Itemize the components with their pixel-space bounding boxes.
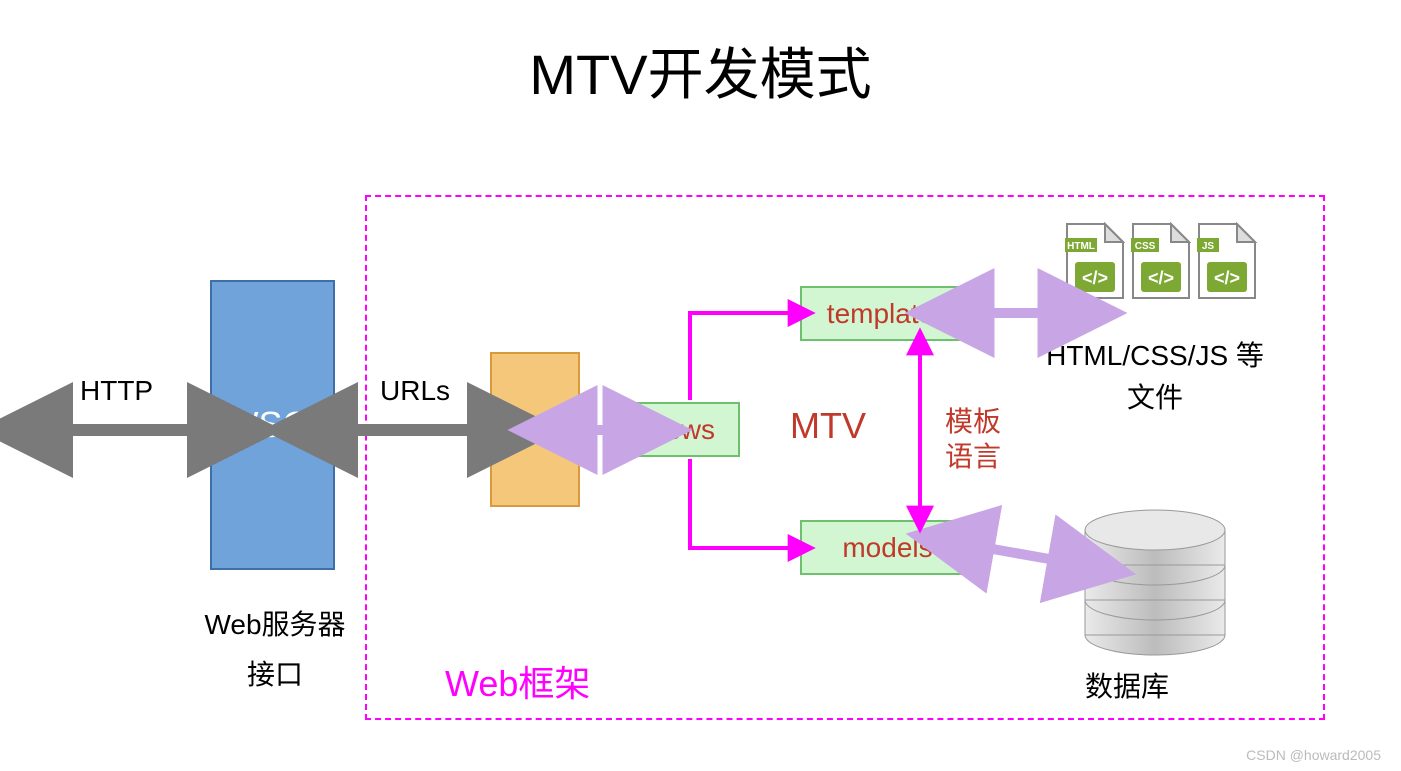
css-file-icon: CSS </> bbox=[1131, 222, 1191, 300]
file-icons-group: HTML </> CSS </> JS </> bbox=[1065, 222, 1257, 300]
svg-text:</>: </> bbox=[1148, 268, 1174, 288]
svg-text:HTML: HTML bbox=[1067, 241, 1095, 252]
models-text: models bbox=[842, 532, 932, 564]
svg-text:CSS: CSS bbox=[1135, 241, 1156, 252]
template-lang-label-1: 模板 bbox=[945, 400, 1001, 440]
views-box: views bbox=[620, 402, 740, 457]
diagram-title: MTV开发模式 bbox=[0, 30, 1401, 111]
views-text: views bbox=[645, 414, 715, 446]
templates-box: templates bbox=[800, 286, 975, 341]
urls-label: URLs bbox=[380, 375, 450, 407]
db-caption: 数据库 bbox=[1085, 665, 1169, 705]
wsgi-box: WSGI bbox=[210, 280, 335, 570]
wsgi-text: WSGI bbox=[225, 404, 321, 446]
template-lang-label-2: 语言 bbox=[945, 435, 1001, 475]
router-box: 路由 bbox=[490, 352, 580, 507]
templates-text: templates bbox=[827, 298, 948, 330]
svg-text:</>: </> bbox=[1214, 268, 1240, 288]
svg-text:JS: JS bbox=[1202, 241, 1215, 252]
mtv-label: MTV bbox=[790, 405, 866, 447]
http-label: HTTP bbox=[80, 375, 153, 407]
svg-text:</>: </> bbox=[1082, 268, 1108, 288]
files-caption: HTML/CSS/JS 等文件 bbox=[1040, 335, 1270, 419]
js-file-icon: JS </> bbox=[1197, 222, 1257, 300]
html-file-icon: HTML </> bbox=[1065, 222, 1125, 300]
watermark: CSDN @howard2005 bbox=[1246, 747, 1381, 763]
router-text: 路由 bbox=[507, 410, 563, 450]
web-framework-label: Web框架 bbox=[445, 655, 590, 707]
database-icon bbox=[1075, 505, 1235, 660]
wsgi-caption: Web服务器接口 bbox=[200, 600, 350, 701]
models-box: models bbox=[800, 520, 975, 575]
